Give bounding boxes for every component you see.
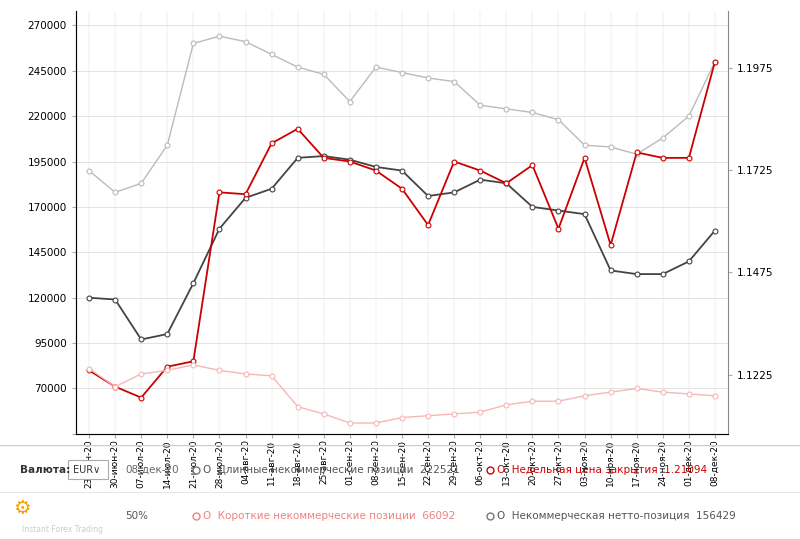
Text: i: i [44, 499, 50, 518]
Text: instaforex: instaforex [45, 503, 109, 514]
Text: 08-дек-20: 08-дек-20 [125, 465, 178, 475]
Text: О  Короткие некоммерческие позиции  66092: О Короткие некоммерческие позиции 66092 [203, 510, 455, 521]
Text: О  Недельная цена закрытия  1.21094: О Недельная цена закрытия 1.21094 [497, 465, 707, 475]
Text: О  Некоммерческая нетто-позиция  156429: О Некоммерческая нетто-позиция 156429 [497, 510, 736, 521]
Text: О  Длинные некоммерческие позиции  222521: О Длинные некоммерческие позиции 222521 [203, 465, 460, 475]
Text: Валюта:: Валюта: [20, 465, 70, 475]
Text: ⚙: ⚙ [14, 499, 31, 518]
Text: EUR∨: EUR∨ [74, 465, 101, 475]
Text: 50%: 50% [125, 510, 148, 521]
Text: Instant Forex Trading: Instant Forex Trading [22, 524, 102, 534]
FancyBboxPatch shape [68, 460, 108, 479]
